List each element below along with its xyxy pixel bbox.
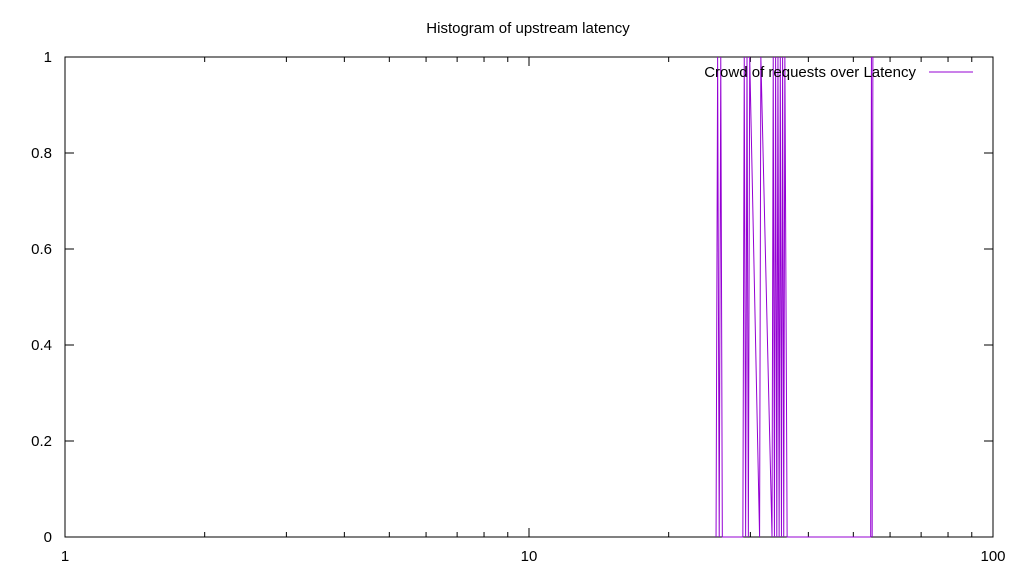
- x-tick-label: 1: [61, 548, 69, 565]
- y-tick-label: 0.2: [31, 433, 52, 450]
- legend: Crowd of requests over Latency: [704, 64, 973, 81]
- axis-ticks: [64, 56, 994, 538]
- y-tick-label: 0.4: [31, 337, 52, 354]
- plot-frame: [64, 56, 994, 538]
- y-tick-label: 0.6: [31, 241, 52, 258]
- y-tick-label: 0.8: [31, 145, 52, 162]
- plot-border: [64, 56, 994, 538]
- chart-title: Histogram of upstream latency: [426, 20, 630, 37]
- series-lines: [715, 56, 874, 538]
- y-tick-label: 1: [44, 49, 52, 66]
- legend-entry-label: Crowd of requests over Latency: [704, 64, 916, 81]
- x-tick-label: 100: [980, 548, 1005, 565]
- x-tick-label: 10: [521, 548, 538, 565]
- x-axis-tick-labels: 1 10 100: [61, 548, 1006, 565]
- series-line: [715, 56, 874, 538]
- y-axis-tick-labels: 0 0.2 0.4 0.6 0.8 1: [31, 49, 52, 546]
- y-tick-label: 0: [44, 529, 52, 546]
